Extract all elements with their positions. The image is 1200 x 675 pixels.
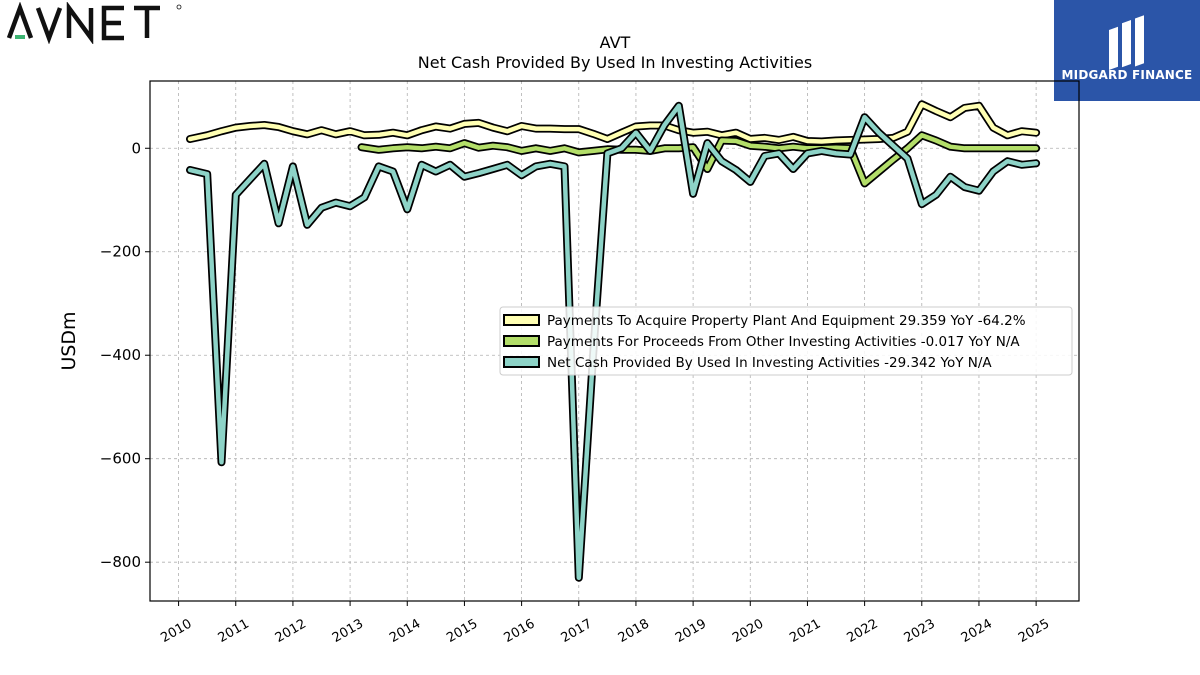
legend-swatch-1 [503, 335, 540, 347]
x-tick-label: 2014 [387, 616, 423, 646]
legend-swatch-2 [503, 356, 540, 368]
midgard-finance-badge: MIDGARD FINANCE [1054, 0, 1200, 101]
series-lines [186, 100, 1041, 582]
x-tick-label: 2020 [730, 616, 766, 646]
chart-title: AVT [600, 33, 631, 52]
y-tick-label: 0 [131, 139, 141, 157]
logo-letter-v [35, 7, 63, 44]
y-tick-label: −400 [100, 346, 141, 364]
midgard-finance-name: MIDGARD FINANCE [1061, 68, 1193, 82]
x-tick-label: 2024 [959, 616, 995, 646]
x-tick-label: 2025 [1016, 616, 1052, 646]
x-tick-label: 2019 [673, 616, 709, 646]
logo-letter-a [6, 2, 34, 39]
x-tick-label: 2011 [216, 616, 252, 646]
legend-swatch-0 [503, 314, 540, 326]
midgard-logo-icon [1109, 15, 1144, 70]
x-tick-label: 2012 [273, 616, 309, 646]
x-tick-label: 2018 [616, 616, 652, 646]
series-line-0 [187, 102, 1039, 144]
y-tick-label: −200 [100, 243, 141, 261]
legend-label-2: Net Cash Provided By Used In Investing A… [547, 355, 992, 371]
chart-legend: Payments To Acquire Property Plant And E… [499, 306, 1073, 376]
chart-subtitle: Net Cash Provided By Used In Investing A… [418, 53, 812, 72]
x-tick-label: 2017 [559, 616, 595, 646]
x-tick-label: 2015 [444, 616, 480, 646]
x-tick-label: 2013 [330, 616, 366, 646]
legend-box [499, 306, 1073, 376]
legend-label-1: Payments For Proceeds From Other Investi… [547, 334, 1020, 350]
plot-frame [149, 80, 1080, 602]
x-tick-label: 2016 [501, 616, 537, 646]
y-axis-label: USDm [58, 311, 80, 370]
x-tick-label: 2023 [902, 616, 938, 646]
x-tick-label: 2022 [844, 616, 880, 646]
y-tick-label: −800 [100, 553, 141, 571]
logo-letter-n [66, 2, 94, 44]
y-tick-label: −600 [100, 450, 141, 468]
series-line-2 [187, 103, 1039, 580]
x-tick-label: 2010 [158, 616, 194, 646]
legend-label-0: Payments To Acquire Property Plant And E… [547, 313, 1026, 329]
logo-accent-mark [15, 35, 25, 39]
avnet-logo [6, 2, 182, 44]
x-tick-label: 2021 [787, 616, 823, 646]
